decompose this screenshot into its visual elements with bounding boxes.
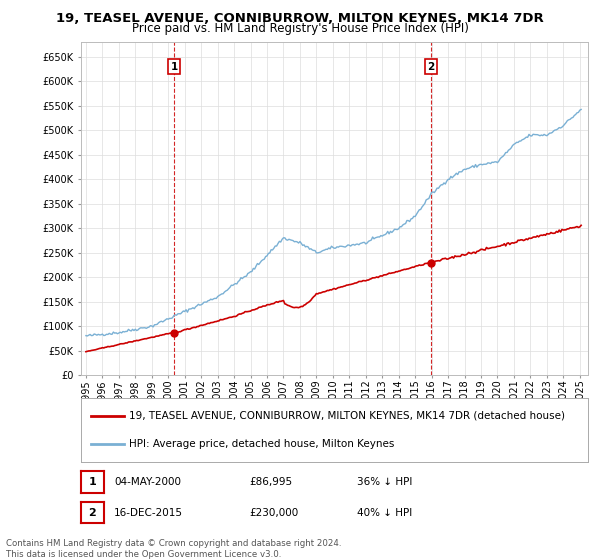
Text: 16-DEC-2015: 16-DEC-2015	[114, 508, 183, 517]
Text: 19, TEASEL AVENUE, CONNIBURROW, MILTON KEYNES, MK14 7DR (detached house): 19, TEASEL AVENUE, CONNIBURROW, MILTON K…	[129, 410, 565, 421]
Text: 2: 2	[427, 62, 434, 72]
Text: 19, TEASEL AVENUE, CONNIBURROW, MILTON KEYNES, MK14 7DR: 19, TEASEL AVENUE, CONNIBURROW, MILTON K…	[56, 12, 544, 25]
Text: 1: 1	[89, 477, 96, 487]
Text: 04-MAY-2000: 04-MAY-2000	[114, 477, 181, 487]
Text: 1: 1	[170, 62, 178, 72]
Text: 40% ↓ HPI: 40% ↓ HPI	[357, 508, 412, 517]
Text: £230,000: £230,000	[249, 508, 298, 517]
Text: 2: 2	[89, 508, 96, 517]
Text: Contains HM Land Registry data © Crown copyright and database right 2024.
This d: Contains HM Land Registry data © Crown c…	[6, 539, 341, 559]
Text: 36% ↓ HPI: 36% ↓ HPI	[357, 477, 412, 487]
Text: £86,995: £86,995	[249, 477, 292, 487]
Text: Price paid vs. HM Land Registry's House Price Index (HPI): Price paid vs. HM Land Registry's House …	[131, 22, 469, 35]
Text: HPI: Average price, detached house, Milton Keynes: HPI: Average price, detached house, Milt…	[129, 439, 395, 449]
